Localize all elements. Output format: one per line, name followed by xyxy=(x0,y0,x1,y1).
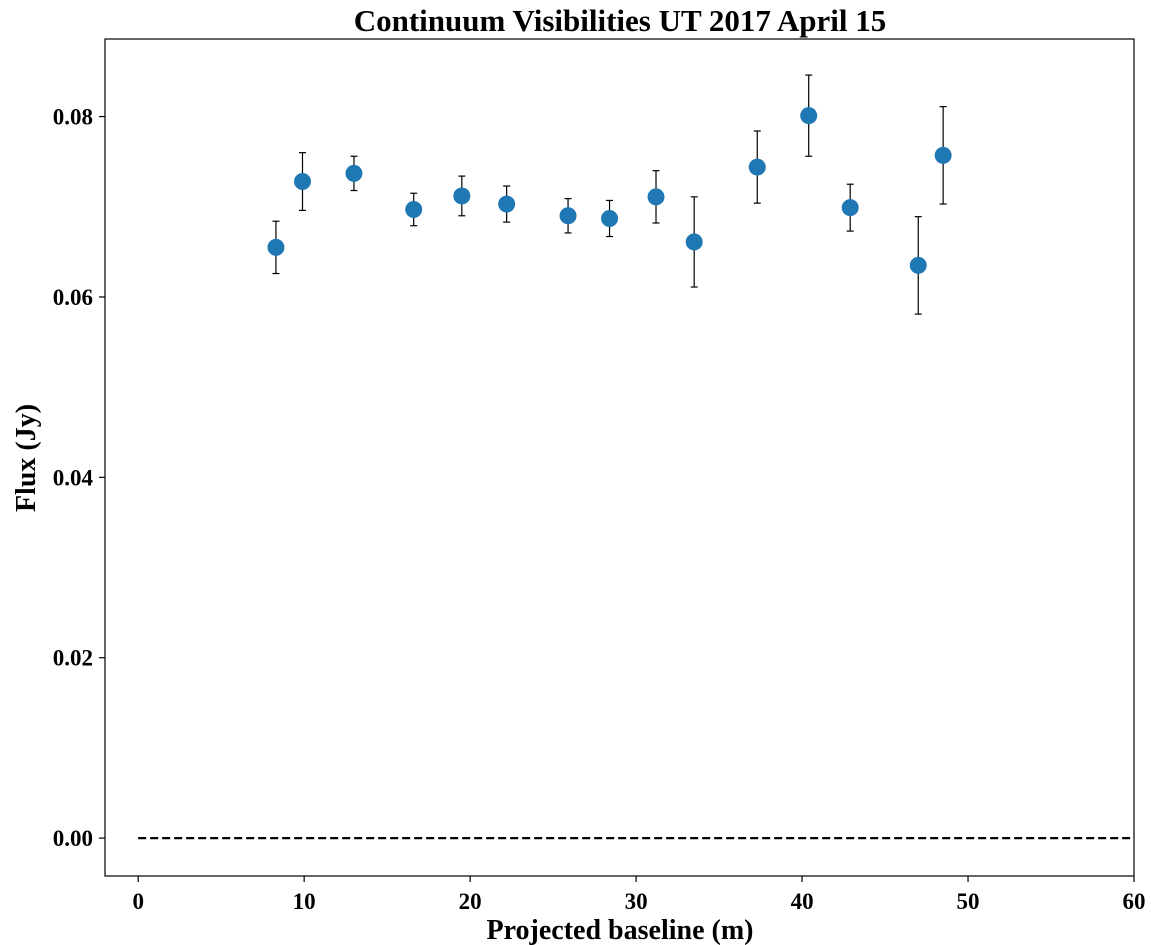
x-tick-label: 40 xyxy=(791,889,814,914)
x-tick-label: 50 xyxy=(957,889,980,914)
data-point xyxy=(345,164,363,182)
data-point xyxy=(748,158,766,176)
data-point xyxy=(934,146,952,164)
y-tick-label: 0.08 xyxy=(53,105,93,130)
data-points xyxy=(267,74,952,315)
y-tick-label: 0.00 xyxy=(53,826,93,851)
x-axis-label: Projected baseline (m) xyxy=(487,915,754,945)
data-point xyxy=(601,209,619,227)
data-point xyxy=(685,233,703,251)
data-point xyxy=(909,256,927,274)
chart-title: Continuum Visibilities UT 2017 April 15 xyxy=(354,3,887,38)
y-tick-label: 0.04 xyxy=(53,465,94,490)
x-tick-label: 0 xyxy=(132,889,144,914)
y-axis: 0.00 0.02 0.04 0.06 0.08 xyxy=(53,105,105,851)
data-point xyxy=(841,199,859,217)
y-tick-label: 0.06 xyxy=(53,285,93,310)
data-point xyxy=(647,188,665,206)
x-tick-label: 30 xyxy=(625,889,648,914)
data-point xyxy=(453,187,471,205)
x-axis: 0 10 20 30 40 50 60 xyxy=(132,876,1146,914)
data-point xyxy=(559,207,577,225)
data-point xyxy=(800,107,818,125)
y-axis-label: Flux (Jy) xyxy=(11,404,42,512)
x-tick-label: 10 xyxy=(293,889,316,914)
data-point xyxy=(294,173,312,191)
y-tick-label: 0.02 xyxy=(53,646,93,671)
plot-frame xyxy=(104,38,1135,877)
data-point xyxy=(405,200,423,218)
x-tick-label: 60 xyxy=(1123,889,1146,914)
x-tick-label: 20 xyxy=(459,889,482,914)
data-point xyxy=(267,238,285,256)
data-point xyxy=(498,195,516,213)
